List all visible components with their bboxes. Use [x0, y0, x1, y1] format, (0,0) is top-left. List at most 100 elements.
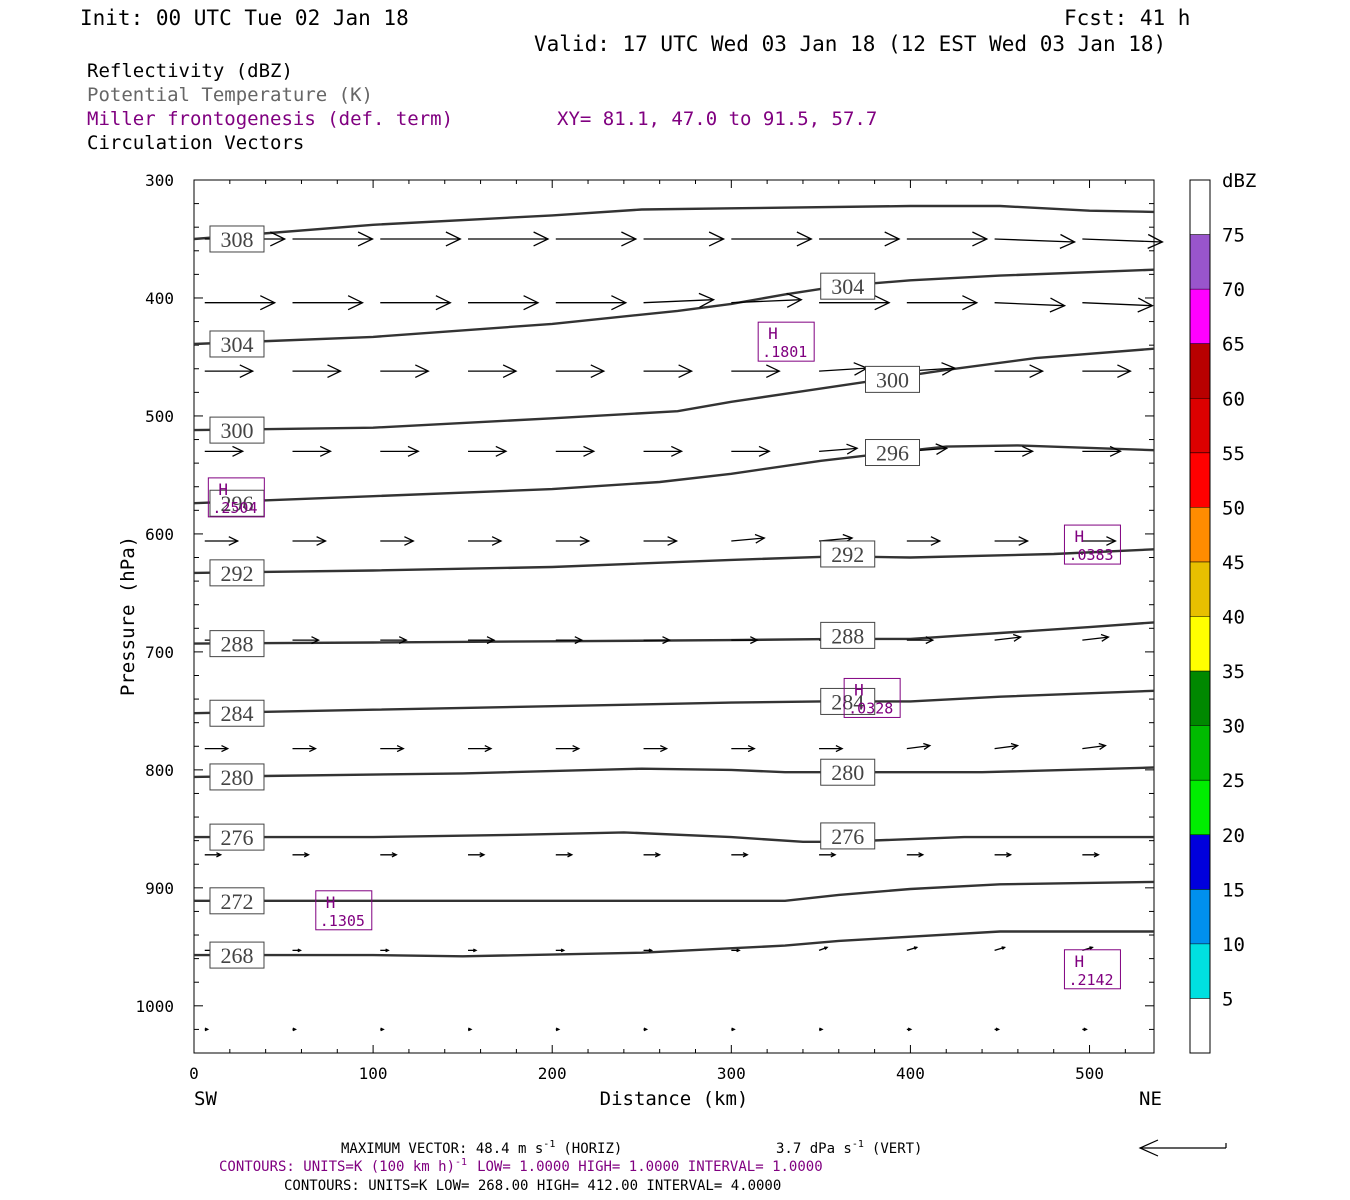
- plot-frame: [193, 179, 1155, 1054]
- vector-head: [874, 295, 891, 311]
- vector-head: [846, 443, 859, 455]
- isentrope-label: 276: [220, 825, 253, 850]
- fronto-max-letter: H: [854, 680, 864, 699]
- vector-head: [941, 362, 957, 376]
- vector-head: [327, 364, 343, 378]
- circulation-vector: [994, 302, 1065, 307]
- circulation-vector: [994, 636, 1021, 641]
- isentrope-label-box: [820, 272, 876, 300]
- isentrope-label-box: [209, 489, 265, 517]
- vector-head: [1006, 852, 1013, 858]
- isentrope-296: [193, 444, 1155, 505]
- fronto-max-letter: H: [768, 324, 778, 343]
- colorbar-segment: [1190, 289, 1210, 344]
- vector-head: [667, 536, 679, 546]
- colorbar-segment: [1190, 943, 1210, 999]
- circulation-vector: [994, 238, 1075, 243]
- valid-time: Valid: 17 UTC Wed 03 Jan 18 (12 EST Wed …: [534, 32, 1166, 56]
- colorbar-level-label: 25: [1222, 770, 1245, 792]
- vector-head: [216, 852, 223, 858]
- circulation-vector: [994, 744, 1018, 750]
- x-tick-label: 100: [359, 1064, 388, 1083]
- colorbar: 5 10 15 20 25 30 35 40 45 50 55 60 65 70 75: [1189, 179, 1245, 1054]
- colorbar-level-label: 35: [1222, 661, 1245, 683]
- isentrope-label-box: [209, 630, 265, 658]
- fronto-max-value: .0383: [1068, 546, 1113, 564]
- vector-head: [560, 948, 566, 953]
- circulation-vector: [1082, 744, 1106, 750]
- vector-head: [1098, 742, 1107, 750]
- vector-head: [698, 292, 716, 308]
- colorbar-segment: [1190, 234, 1210, 290]
- vector-head: [1083, 1027, 1088, 1032]
- isentrope-label: 296: [876, 441, 909, 466]
- vector-head: [583, 445, 596, 457]
- vector-head: [311, 636, 320, 645]
- x-tick-label: 300: [717, 1064, 746, 1083]
- colorbar-level-label: 15: [1222, 879, 1245, 901]
- vector-head: [1117, 364, 1132, 378]
- y-tick-label: 900: [145, 879, 174, 898]
- vector-head: [621, 231, 638, 247]
- fronto-max-box: [1063, 524, 1121, 565]
- vector-head: [1029, 364, 1045, 378]
- circulation-vector: [1082, 302, 1153, 307]
- vector-head: [303, 852, 310, 858]
- isentrope-label-box: [865, 365, 921, 393]
- vector-head: [935, 443, 949, 455]
- isentrope-label-box: [209, 416, 265, 444]
- vector-head: [479, 852, 486, 858]
- isentrope-label: 300: [220, 418, 253, 443]
- colorbar-level-label: 60: [1222, 388, 1245, 410]
- x-tick-label: 500: [1075, 1064, 1104, 1083]
- vector-head: [923, 742, 932, 750]
- vector-head: [1049, 297, 1067, 313]
- vector-head: [830, 852, 837, 858]
- colorbar-level-label: 65: [1222, 334, 1245, 356]
- colorbar-level-label: 50: [1222, 497, 1245, 519]
- circulation-vector: [1082, 636, 1109, 641]
- vector-head: [502, 364, 518, 378]
- vector-head: [884, 231, 901, 247]
- fronto-max-value: .2504: [212, 499, 257, 517]
- vector-head: [643, 1027, 649, 1032]
- vector-head: [228, 536, 240, 546]
- vector-head: [1109, 445, 1122, 457]
- vector-head: [316, 536, 327, 546]
- isentrope-label-box: [820, 758, 876, 786]
- vector-head: [396, 745, 405, 753]
- vector-head: [445, 231, 462, 247]
- isentrope-label-box: [865, 439, 921, 467]
- x-axis-label: Distance (km): [600, 1088, 749, 1110]
- vector-head: [796, 231, 813, 247]
- isentrope-308: [193, 204, 1155, 241]
- vector-head: [435, 295, 452, 311]
- colorbar-segment: [1190, 452, 1210, 508]
- x-tick-label: 200: [538, 1064, 567, 1083]
- colorbar-segment: [1190, 616, 1210, 672]
- vector-head: [1059, 233, 1077, 249]
- isentrope-label: 288: [831, 623, 864, 648]
- circulation-vector: [906, 744, 930, 750]
- colorbar-level-label: 45: [1222, 552, 1245, 574]
- vector-head: [567, 852, 574, 858]
- vector-head: [495, 445, 508, 457]
- isentrope-label-box: [209, 763, 265, 791]
- vector-head: [1001, 946, 1007, 950]
- colorbar-segment: [1190, 561, 1210, 617]
- vector-head: [391, 852, 398, 858]
- vector-head: [292, 1027, 297, 1032]
- vector-head: [523, 295, 540, 311]
- colorbar-level-label: 40: [1222, 607, 1245, 629]
- vector-head: [221, 745, 230, 753]
- isentrope-300: [193, 347, 1155, 432]
- vector-head: [1012, 633, 1023, 642]
- vector-head: [671, 445, 684, 457]
- colorbar-level-label: 55: [1222, 443, 1245, 465]
- isentrope-label-box: [209, 559, 265, 587]
- vector-head: [357, 231, 374, 247]
- isentrope-label: 284: [831, 689, 864, 714]
- isentrope-label: 280: [831, 760, 864, 785]
- fronto-max-letter: H: [1074, 527, 1084, 546]
